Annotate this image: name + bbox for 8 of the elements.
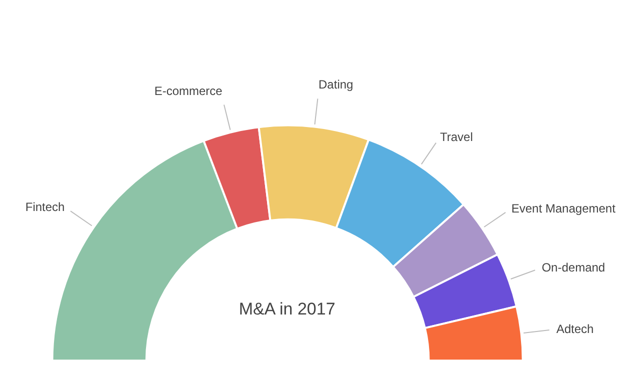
slice-label: Fintech bbox=[25, 200, 65, 214]
slice-label: E-commerce bbox=[154, 84, 223, 98]
text: M&A in 2017 bbox=[238, 299, 336, 318]
slice-label: Dating bbox=[318, 78, 354, 92]
slice-label: On-demand bbox=[542, 260, 606, 275]
slice-label: Event Management bbox=[511, 201, 616, 216]
slice-label: Travel bbox=[440, 130, 473, 144]
slice-label: Adtech bbox=[556, 322, 594, 336]
